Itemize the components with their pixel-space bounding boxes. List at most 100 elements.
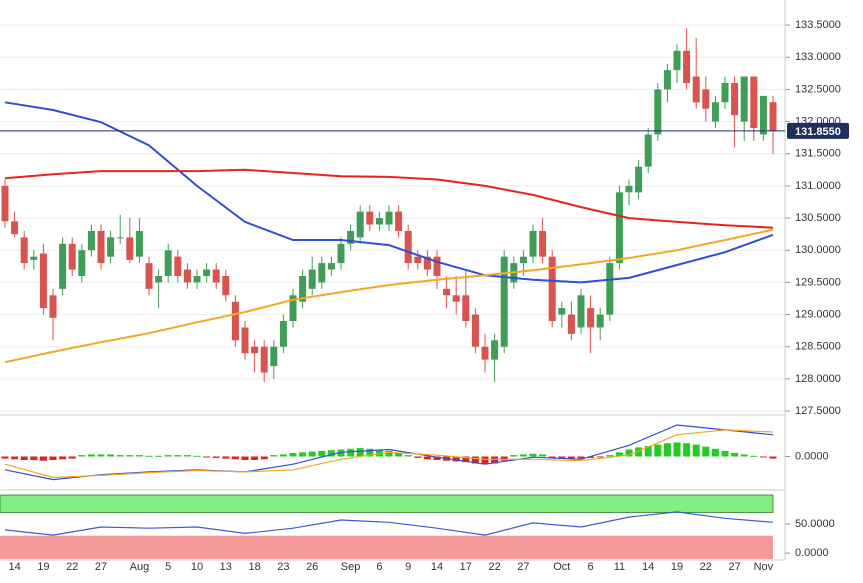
macd-bar xyxy=(299,452,307,457)
candle-body xyxy=(78,250,86,276)
candle-body xyxy=(740,76,748,122)
candle-body xyxy=(49,295,57,318)
candle-body xyxy=(644,134,652,167)
candle-body xyxy=(356,211,364,238)
macd-line xyxy=(4,424,774,481)
candle-body xyxy=(126,237,134,260)
x-tick-label: 14 xyxy=(431,561,443,573)
candle-body xyxy=(299,275,307,302)
macd-bar xyxy=(414,456,422,458)
candle-body xyxy=(443,288,451,296)
candle-body xyxy=(663,70,671,90)
y-tick-label: 128.5000 xyxy=(795,341,841,353)
macd-bar xyxy=(260,456,268,460)
macd-bar xyxy=(135,455,143,457)
candle-body xyxy=(279,321,287,347)
macd-bar xyxy=(673,442,681,457)
last-price-label: 131.8550 xyxy=(795,126,841,138)
candle-body xyxy=(222,275,230,296)
candle-body xyxy=(683,50,691,83)
candle-body xyxy=(1,185,9,222)
macd-bar xyxy=(759,456,767,458)
candle-body xyxy=(433,256,441,276)
candle-body xyxy=(183,269,191,283)
candle-body xyxy=(251,346,259,354)
candle-body xyxy=(423,256,431,270)
macd-bar xyxy=(347,448,355,457)
macd-bar xyxy=(395,453,403,457)
moving-average xyxy=(4,101,774,284)
macd-bar xyxy=(11,456,19,460)
macd-bar xyxy=(126,455,134,457)
x-tick-label: 27 xyxy=(517,561,529,573)
y-tick-label: 0.0000 xyxy=(795,450,829,462)
macd-bar xyxy=(606,455,614,457)
candle-body xyxy=(145,263,153,289)
macd-bar xyxy=(174,455,182,457)
macd-bar xyxy=(750,455,758,457)
y-tick-label: 128.0000 xyxy=(795,373,841,385)
x-tick-label: 22 xyxy=(488,561,500,573)
x-tick-label: 27 xyxy=(728,561,740,573)
macd-bar xyxy=(481,456,489,465)
y-tick-label: 50.0000 xyxy=(795,518,835,530)
macd-bar xyxy=(337,449,345,457)
macd-bar xyxy=(404,455,412,457)
macd-bar xyxy=(731,453,739,457)
candle-body xyxy=(212,269,220,283)
macd-bar xyxy=(366,448,374,457)
macd-bar xyxy=(683,443,691,457)
candle-body xyxy=(107,237,115,257)
candle-body xyxy=(731,82,739,116)
y-tick-label: 133.0000 xyxy=(795,51,841,63)
x-tick-label: 23 xyxy=(277,561,289,573)
candle-body xyxy=(289,295,297,322)
candle-body xyxy=(759,95,767,135)
candle-body xyxy=(30,256,38,260)
y-tick-label: 130.5000 xyxy=(795,212,841,224)
candle-body xyxy=(500,256,508,347)
x-tick-label: 14 xyxy=(8,561,20,573)
x-tick-label: 19 xyxy=(37,561,49,573)
x-tick-label: Nov xyxy=(754,561,774,573)
moving-average xyxy=(4,168,774,229)
macd-bar xyxy=(625,449,633,457)
candle-body xyxy=(635,166,643,193)
y-tick-label: 0.0000 xyxy=(795,547,829,559)
macd-bar xyxy=(164,455,172,457)
candle-body xyxy=(318,263,326,283)
candle-body xyxy=(241,327,249,354)
candle-body xyxy=(625,185,633,193)
rsi-line xyxy=(4,511,774,536)
macd-bar xyxy=(692,444,700,457)
macd-bar xyxy=(155,455,163,457)
candle-body xyxy=(702,89,710,109)
x-tick-label: Aug xyxy=(130,561,150,573)
candle-body xyxy=(39,253,47,309)
candle-body xyxy=(577,295,585,328)
candle-body xyxy=(471,314,479,347)
x-tick-label: 17 xyxy=(460,561,472,573)
candle-body xyxy=(135,230,143,257)
macd-bar xyxy=(596,456,604,458)
candle-body xyxy=(529,230,537,257)
macd-bar xyxy=(241,456,249,460)
macd-bar xyxy=(107,454,115,457)
macd-bar xyxy=(721,450,729,457)
candle-body xyxy=(308,269,316,289)
candle-body xyxy=(347,230,355,244)
macd-bar xyxy=(193,455,201,457)
macd-bar xyxy=(471,456,479,464)
candle-body xyxy=(375,218,383,225)
candle-body xyxy=(337,243,345,264)
x-tick-label: 22 xyxy=(66,561,78,573)
macd-bar xyxy=(462,456,470,463)
candle-body xyxy=(231,301,239,341)
candle-body xyxy=(711,102,719,122)
candle-body xyxy=(164,250,172,276)
candle-body xyxy=(587,308,595,328)
candle-body xyxy=(462,295,470,322)
macd-bar xyxy=(222,456,230,459)
